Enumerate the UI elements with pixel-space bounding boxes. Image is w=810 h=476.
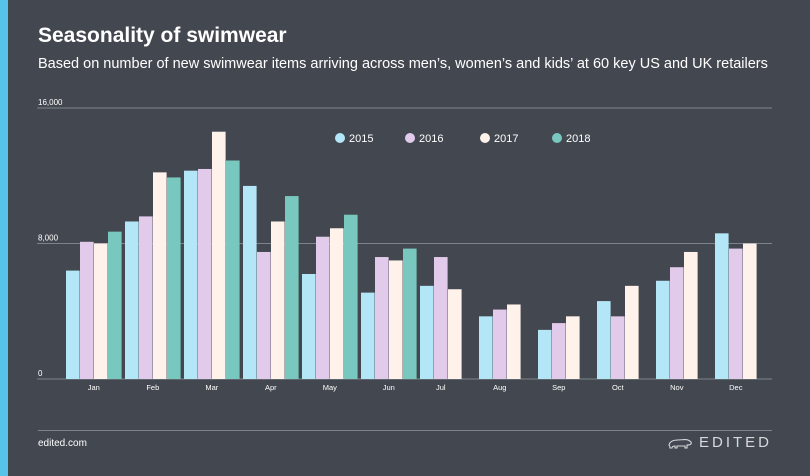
legend-label: 2018 bbox=[566, 133, 590, 145]
legend-label: 2015 bbox=[349, 133, 373, 145]
polar-bear-icon bbox=[668, 438, 692, 449]
x-tick-label: Dec bbox=[729, 383, 743, 392]
bar bbox=[271, 221, 285, 379]
bar bbox=[285, 196, 299, 379]
legend-label: 2016 bbox=[419, 133, 443, 145]
bar bbox=[66, 270, 80, 379]
bar bbox=[743, 243, 757, 379]
bar bbox=[153, 172, 167, 379]
x-tick-label: Jan bbox=[88, 383, 100, 392]
bar bbox=[257, 251, 271, 379]
bar bbox=[552, 323, 566, 379]
legend-label: 2017 bbox=[494, 133, 518, 145]
x-tick-label: Jul bbox=[436, 383, 446, 392]
y-tick-label: 8,000 bbox=[38, 234, 59, 243]
bar bbox=[125, 221, 139, 379]
y-tick-label: 0 bbox=[38, 369, 43, 378]
bar bbox=[184, 170, 198, 379]
x-tick-label: May bbox=[323, 383, 337, 392]
bar bbox=[80, 241, 94, 379]
brand-name: EDITED bbox=[698, 434, 772, 451]
bar bbox=[403, 248, 417, 379]
bar bbox=[597, 301, 611, 379]
bar bbox=[94, 243, 108, 379]
bar bbox=[448, 289, 462, 379]
bar bbox=[420, 285, 434, 379]
bar bbox=[212, 131, 226, 379]
bar bbox=[684, 251, 698, 379]
bar bbox=[729, 248, 743, 379]
chart-subtitle: Based on number of new swimwear items ar… bbox=[38, 56, 768, 72]
bar bbox=[330, 228, 344, 379]
bar bbox=[434, 257, 448, 379]
legend-swatch bbox=[480, 133, 490, 143]
bar bbox=[493, 309, 507, 379]
bar bbox=[611, 316, 625, 379]
legend-swatch bbox=[335, 133, 345, 143]
bar bbox=[715, 233, 729, 379]
bar bbox=[538, 329, 552, 379]
bar bbox=[479, 316, 493, 379]
legend-swatch bbox=[405, 133, 415, 143]
footer-divider bbox=[38, 430, 772, 431]
bar bbox=[361, 292, 375, 379]
accent-bar bbox=[0, 0, 8, 476]
bar bbox=[625, 285, 639, 379]
bar bbox=[389, 260, 403, 379]
x-tick-label: Sep bbox=[552, 383, 565, 392]
bar bbox=[302, 273, 316, 379]
x-tick-label: Oct bbox=[612, 383, 625, 392]
footer-brand: EDITED bbox=[667, 434, 772, 451]
bar bbox=[344, 214, 358, 379]
bar bbox=[226, 160, 240, 379]
x-tick-label: Mar bbox=[205, 383, 218, 392]
x-tick-label: Feb bbox=[146, 383, 159, 392]
bar bbox=[108, 231, 122, 379]
bar bbox=[243, 185, 257, 379]
chart-title: Seasonality of swimwear bbox=[38, 24, 287, 47]
bar bbox=[670, 267, 684, 379]
bar bbox=[375, 257, 389, 379]
x-tick-label: Nov bbox=[670, 383, 684, 392]
bar bbox=[167, 177, 181, 379]
bar bbox=[316, 236, 330, 379]
x-tick-label: Apr bbox=[265, 383, 277, 392]
bar bbox=[507, 304, 521, 379]
x-tick-label: Jun bbox=[383, 383, 395, 392]
footer-site: edited.com bbox=[38, 438, 87, 449]
bar bbox=[198, 168, 212, 379]
bar bbox=[139, 216, 153, 379]
bar bbox=[656, 280, 670, 379]
y-tick-label: 16,000 bbox=[38, 98, 63, 107]
bar bbox=[566, 316, 580, 379]
x-tick-label: Aug bbox=[493, 383, 506, 392]
legend-swatch bbox=[552, 133, 562, 143]
